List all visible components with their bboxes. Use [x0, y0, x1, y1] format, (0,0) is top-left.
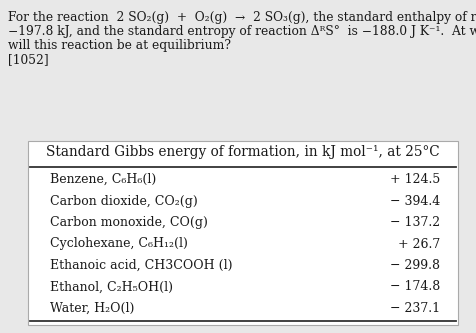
Text: − 137.2: − 137.2 — [390, 216, 440, 229]
Text: + 124.5: + 124.5 — [390, 173, 440, 186]
Text: − 394.4: − 394.4 — [390, 195, 440, 208]
Text: Ethanol, C₂H₅OH(l): Ethanol, C₂H₅OH(l) — [50, 280, 173, 293]
Text: Cyclohexane, C₆H₁₂(l): Cyclohexane, C₆H₁₂(l) — [50, 237, 188, 250]
Text: For the reaction  2 SO₂(g)  +  O₂(g)  →  2 SO₃(g), the standard enthalpy of reac: For the reaction 2 SO₂(g) + O₂(g) → 2 SO… — [8, 11, 476, 24]
Text: Carbon dioxide, CO₂(g): Carbon dioxide, CO₂(g) — [50, 195, 198, 208]
Text: − 237.1: − 237.1 — [390, 302, 440, 315]
Text: Carbon monoxide, CO(g): Carbon monoxide, CO(g) — [50, 216, 208, 229]
Text: Water, H₂O(l): Water, H₂O(l) — [50, 302, 134, 315]
Text: −197.8 kJ, and the standard entropy of reaction ΔᴿS°  is −188.0 J K⁻¹.  At what : −197.8 kJ, and the standard entropy of r… — [8, 25, 476, 38]
Text: [1052]: [1052] — [8, 53, 49, 66]
Text: − 174.8: − 174.8 — [390, 280, 440, 293]
Text: Standard Gibbs energy of formation, in kJ mol⁻¹, at 25°C: Standard Gibbs energy of formation, in k… — [46, 145, 440, 159]
FancyBboxPatch shape — [28, 141, 458, 325]
Text: − 299.8: − 299.8 — [390, 259, 440, 272]
Text: + 26.7: + 26.7 — [398, 237, 440, 250]
Text: Benzene, C₆H₆(l): Benzene, C₆H₆(l) — [50, 173, 156, 186]
Text: Ethanoic acid, CH3COOH (l): Ethanoic acid, CH3COOH (l) — [50, 259, 232, 272]
Text: will this reaction be at equilibrium?: will this reaction be at equilibrium? — [8, 39, 231, 52]
